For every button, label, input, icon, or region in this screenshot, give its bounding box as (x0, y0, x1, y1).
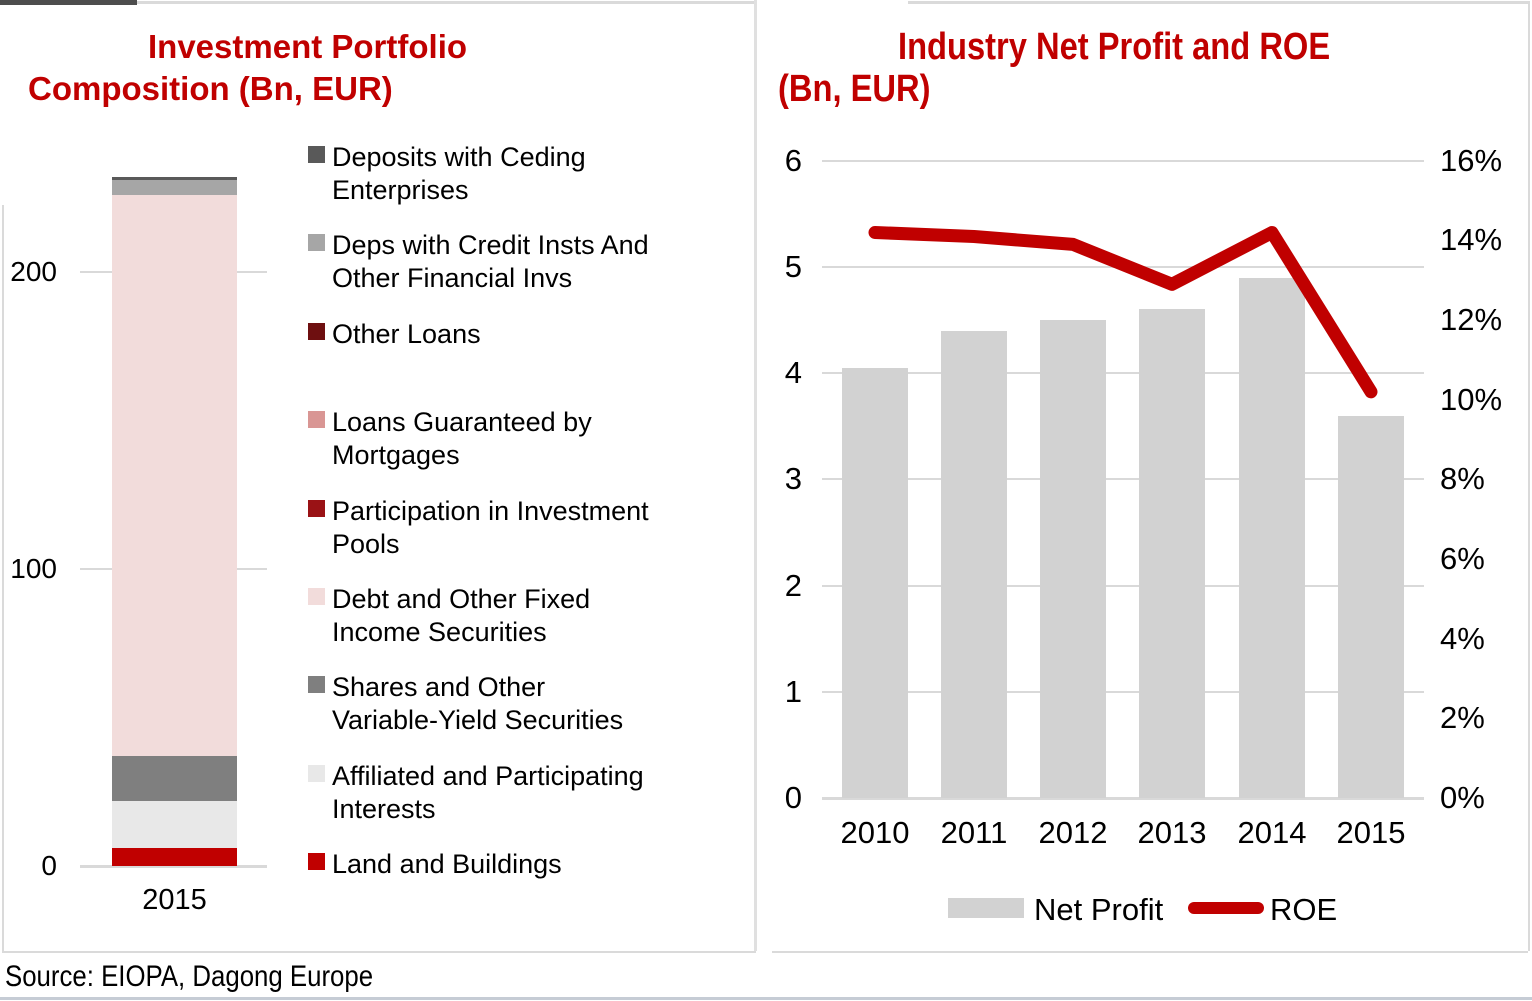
gridline (822, 159, 1424, 162)
legend-label: Other Loans (332, 318, 481, 349)
right-axis-tick-label: 2% (1440, 700, 1485, 736)
legend-swatch-icon (308, 411, 325, 429)
x-axis-year-label: 2012 (1038, 815, 1108, 850)
x-axis-year-label: 2014 (1237, 815, 1307, 850)
legend-swatch-icon (308, 146, 325, 163)
bar-segment-land-and-buildings (112, 848, 237, 866)
bar-segment-debt-and-other-fixed-income-securities (112, 194, 237, 757)
net-profit-legend-label: Net Profit (1034, 892, 1164, 927)
legend-swatch-icon (308, 234, 325, 252)
legend-swatch-icon (308, 853, 325, 871)
net-profit-bar-2013 (1139, 309, 1205, 798)
bar-segment-deps-with-credit-insts-and-other-financial-invs (112, 179, 237, 195)
legend-swatch-icon (308, 588, 325, 605)
right-axis-tick-label: 4% (1440, 620, 1485, 656)
x-axis-year-label: 2015 (1336, 815, 1406, 850)
legend-swatch-icon (308, 499, 325, 517)
right-axis-tick-label: 16% (1440, 142, 1503, 178)
legend-item: Deposits with Ceding Enterprises (308, 141, 702, 207)
net-profit-bar-2012 (1040, 320, 1106, 798)
legend-label: Deposits with Ceding Enterprises (332, 142, 586, 205)
left-axis-tick-label: 6 (784, 142, 802, 178)
bar-segment-shares-and-other-variable-yield-securities (112, 756, 237, 801)
left-panel-left-border (2, 205, 4, 951)
right-chart-title-line2: (Bn, EUR) (778, 68, 931, 110)
right-axis-tick-label: 6% (1440, 541, 1485, 577)
legend-item: Deps with Credit Insts And Other Financi… (308, 229, 702, 295)
y-axis-tick-label: 100 (10, 553, 57, 584)
left-axis-tick-label: 4 (784, 355, 802, 391)
right-axis-tick-label: 14% (1440, 222, 1503, 258)
gridline (822, 797, 1424, 800)
x-axis-year-label: 2011 (940, 815, 1008, 850)
page-bottom-rule (0, 997, 1532, 1000)
gridline (80, 865, 267, 868)
net-profit-bar-2014 (1239, 277, 1305, 798)
net-profit-bar-2011 (941, 330, 1007, 798)
left-chart-title-line1: Investment Portfolio (148, 28, 468, 65)
legend-label: Deps with Credit Insts And Other Financi… (332, 230, 649, 294)
legend-item: Loans Guaranteed by Mortgages (308, 406, 702, 472)
left-axis-tick-label: 0 (784, 780, 802, 815)
net-profit-legend-swatch-icon (948, 898, 1024, 918)
left-axis-tick-label: 2 (784, 567, 802, 603)
legend-label: Debt and Other Fixed Income Securities (332, 584, 591, 647)
roe-legend-label: ROE (1270, 892, 1338, 927)
legend-label: Loans Guaranteed by Mortgages (332, 407, 592, 471)
legend-swatch-icon (308, 676, 325, 694)
y-axis-tick-label: 200 (10, 256, 57, 287)
right-chart-title-line1: Industry Net Profit and ROE (898, 26, 1331, 68)
legend-label: Participation in Investment Pools (332, 495, 649, 559)
top-bar-dark (0, 0, 137, 5)
y-axis-tick-label: 0 (41, 850, 57, 881)
gridline (822, 690, 1424, 693)
left-panel-bottom-border (2, 951, 756, 953)
x-axis-year-label: 2010 (840, 815, 910, 850)
bar-segment-deposits-with-ceding-enterprises (112, 176, 237, 180)
right-panel-bottom-border (772, 951, 1528, 953)
roe-legend-swatch-icon (1188, 902, 1264, 914)
right-panel-right-border (1528, 2, 1530, 951)
x-axis-year-label: 2013 (1137, 815, 1207, 850)
right-axis-tick-label: 10% (1440, 381, 1503, 417)
source-note: Source: EIOPA, Dagong Europe (5, 960, 374, 993)
legend-item: Other Loans (308, 318, 702, 351)
net-profit-bar-2015 (1338, 415, 1404, 798)
legend-item: Participation in Investment Pools (308, 495, 702, 561)
right-axis-tick-label: 0% (1440, 780, 1485, 815)
left-axis-tick-label: 1 (784, 673, 802, 709)
gridline (822, 372, 1424, 375)
bar-segment-affiliated-and-participating-interests (112, 800, 237, 849)
left-chart-title-line2: Composition (Bn, EUR) (28, 70, 393, 107)
legend-item: Shares and Other Variable-Yield Securiti… (308, 671, 702, 737)
gridline (822, 478, 1424, 481)
legend-item: Land and Buildings (308, 848, 702, 881)
panel-divider (754, 0, 757, 951)
legend-label: Shares and Other Variable-Yield Securiti… (332, 672, 624, 736)
left-axis-tick-label: 3 (784, 461, 802, 497)
legend-item: Affiliated and Participating Interests (308, 760, 702, 826)
legend-swatch-icon (308, 322, 325, 340)
legend-swatch-icon (308, 764, 325, 782)
legend-label: Land and Buildings (332, 849, 562, 880)
net-profit-bar-2010 (842, 367, 908, 798)
legend-label: Affiliated and Participating Interests (332, 760, 644, 824)
gridline (822, 584, 1424, 587)
left-panel-top-border (137, 1, 756, 4)
gridline (822, 266, 1424, 268)
right-axis-tick-label: 12% (1440, 302, 1503, 338)
right-axis-tick-label: 8% (1440, 461, 1485, 497)
right-panel-top-border (908, 1, 1530, 4)
x-axis-category-label: 2015 (142, 884, 207, 916)
left-axis-tick-label: 5 (784, 249, 802, 284)
legend-item: Debt and Other Fixed Income Securities (308, 583, 702, 649)
